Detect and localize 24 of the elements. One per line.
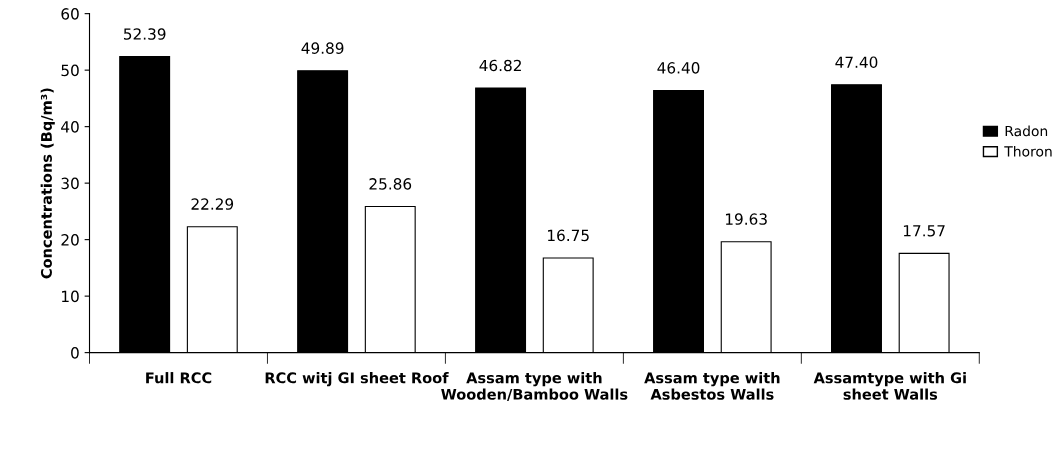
- x-tick-label: Assamtype with Gi sheet Walls: [813, 372, 966, 400]
- text: 46.82: [479, 59, 521, 72]
- legend-label: Radon: [1005, 125, 1048, 137]
- y-tick-label: 30: [61, 177, 79, 190]
- y-tick-label: 50: [61, 64, 79, 77]
- y-tick-label: 60: [61, 8, 79, 20]
- text: 16.75: [548, 229, 589, 242]
- y-axis-title: Concentrations (Bq/m³): [40, 88, 55, 279]
- x-tick-label: Full RCC: [146, 372, 212, 384]
- y-tick-label: 20: [61, 234, 79, 246]
- text: 17.57: [903, 225, 945, 237]
- legend-label: Thoron: [1004, 145, 1052, 157]
- text: 22.29: [191, 198, 234, 210]
- text: 52.39: [123, 28, 166, 40]
- y-tick-label: 10: [62, 290, 79, 303]
- text: 19.63: [725, 213, 767, 225]
- text: 25.86: [369, 178, 412, 190]
- text: 46.40: [657, 62, 700, 74]
- x-tick-label: Assam type with Asbestos Walls: [644, 372, 780, 400]
- text: 49.89: [301, 42, 344, 54]
- text: 47.40: [835, 56, 878, 68]
- x-tick-label: RCC witj GI sheet Roof: [265, 372, 449, 387]
- y-tick-label: 40: [61, 121, 79, 133]
- y-tick-label: 0: [71, 347, 79, 359]
